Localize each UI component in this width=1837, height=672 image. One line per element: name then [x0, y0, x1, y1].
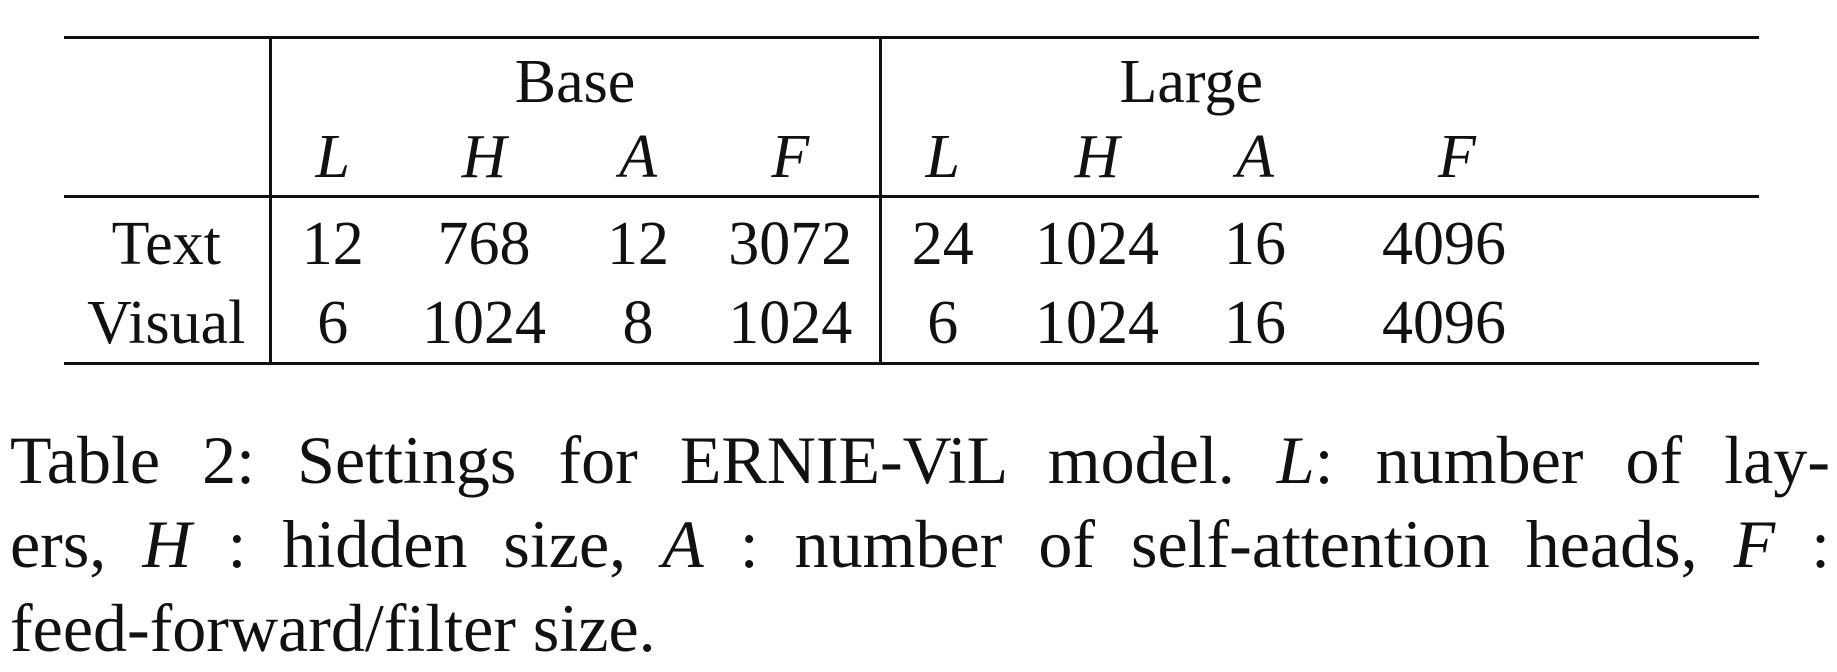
caption-symbol-L: L: [1276, 422, 1315, 498]
row-label-text: Text: [64, 196, 272, 284]
subheader-large-L: L: [880, 119, 1005, 198]
table-row-text: Text 12 768 12 3072 24 1024 16 4096: [64, 196, 1759, 284]
caption-line-2: ers, H : hidden size, A : number of self…: [10, 502, 1830, 586]
table-row-visual: Visual 6 1024 8 1024 6 1024 16 4096: [64, 284, 1759, 364]
table-cell: 3072: [702, 196, 882, 284]
table-cell: 1024: [702, 284, 882, 364]
table-caption: Table 2: Settings for ERNIE-ViL model. L…: [10, 418, 1830, 670]
caption-symbol-F: F: [1733, 506, 1776, 582]
corner-cell-sub: [64, 119, 272, 198]
caption-symbol-A: A: [662, 506, 704, 582]
caption-text: : number of lay-: [1314, 422, 1830, 498]
table-cell: 4096: [1382, 210, 1507, 278]
table-cell: 1024: [422, 289, 546, 357]
caption-line-3: feed-forward/filter size.: [10, 590, 656, 666]
subheader-large-F: F: [1320, 119, 1760, 198]
table-cell: 8: [622, 289, 654, 357]
table-cell: 6: [927, 289, 959, 357]
table-cell: 1024: [1035, 289, 1160, 357]
subheader-large-A: A: [1190, 119, 1321, 198]
table-cell: 768: [437, 210, 531, 278]
subheader-base-A: A: [574, 119, 702, 198]
caption-text: : hidden size,: [227, 506, 627, 582]
table-cell: 16: [1224, 289, 1287, 357]
table-cell: 12: [301, 210, 364, 278]
group-header-base: Base: [270, 37, 882, 119]
table-cell: 16: [1224, 210, 1287, 278]
subheader-base-L: L: [270, 119, 394, 198]
subheader-row: L H A F L H A F: [64, 119, 1760, 198]
corner-cell: [64, 37, 272, 119]
caption-text: :: [1811, 506, 1831, 582]
caption-text: Table 2: Settings for ERNIE-ViL model.: [10, 422, 1235, 498]
table-cell: 12: [607, 210, 669, 278]
caption-line-1: Table 2: Settings for ERNIE-ViL model. L…: [10, 418, 1830, 502]
table-cell: 6: [317, 289, 349, 357]
subheader-large-H: H: [1004, 119, 1191, 198]
table-cell: 4096: [1382, 289, 1507, 357]
settings-table: Base Large L H A F L H A F Text 12 768 1…: [64, 36, 1760, 365]
caption-symbol-H: H: [142, 506, 192, 582]
table-cell: 1024: [1035, 210, 1160, 278]
row-label-visual: Visual: [64, 284, 272, 364]
subheader-base-H: H: [394, 119, 574, 198]
caption-text: ers,: [10, 506, 107, 582]
table-cell: 24: [911, 210, 974, 278]
group-header-large: Large: [1119, 48, 1263, 116]
subheader-base-F: F: [702, 119, 882, 198]
settings-table-container: Base Large L H A F L H A F Text 12 768 1…: [64, 36, 1760, 365]
group-header-row: Base Large: [64, 37, 1759, 119]
caption-text: : number of self-attention heads,: [739, 506, 1698, 582]
